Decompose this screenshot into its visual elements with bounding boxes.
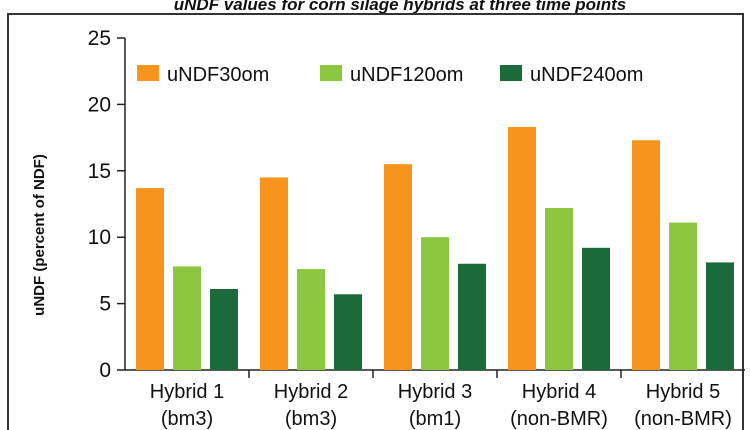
chart-frame bbox=[7, 13, 744, 430]
legend-label: uNDF240om bbox=[530, 64, 643, 86]
x-tick-label: (bm1) bbox=[409, 408, 461, 430]
y-axis-label: uNDF (percent of NDF) bbox=[31, 154, 48, 316]
bar bbox=[632, 140, 660, 370]
legend-swatch bbox=[500, 65, 522, 81]
legend-swatch bbox=[320, 65, 342, 81]
bar bbox=[384, 164, 412, 370]
chart-title: uNDF values for corn silage hybrids at t… bbox=[174, 0, 626, 14]
bar bbox=[706, 262, 734, 370]
y-tick-label: 20 bbox=[88, 93, 111, 116]
x-tick-label: (non-BMR) bbox=[510, 408, 608, 430]
y-tick-label: 15 bbox=[88, 160, 111, 183]
x-tick-label: Hybrid 1 bbox=[150, 381, 224, 403]
bar bbox=[508, 126, 536, 370]
legend-label: uNDF30om bbox=[167, 64, 269, 86]
x-tick-label: Hybrid 5 bbox=[646, 381, 720, 403]
y-tick-label: 10 bbox=[88, 226, 111, 249]
bar bbox=[669, 222, 697, 370]
bar bbox=[582, 247, 610, 370]
y-tick-label: 25 bbox=[88, 27, 111, 50]
x-tick-label: Hybrid 4 bbox=[522, 381, 596, 403]
x-tick-label: (bm3) bbox=[285, 408, 337, 430]
y-tick-label: 0 bbox=[99, 359, 111, 382]
bar bbox=[173, 266, 201, 370]
x-tick-label: (bm3) bbox=[161, 408, 213, 430]
legend-label: uNDF120om bbox=[350, 64, 463, 86]
bar bbox=[458, 263, 486, 370]
bar bbox=[260, 177, 288, 370]
bar bbox=[545, 207, 573, 370]
bar bbox=[334, 294, 362, 370]
plot-area: 0 5 10 15 20 25 Hybrid 1 (bm3) Hybrid 2 (bm3) Hybr… bbox=[7, 13, 745, 430]
bar bbox=[210, 288, 238, 370]
legend-swatch bbox=[137, 65, 159, 81]
bar bbox=[136, 188, 164, 370]
x-tick-label: Hybrid 2 bbox=[274, 381, 348, 403]
y-tick-label: 5 bbox=[99, 293, 111, 316]
bar bbox=[421, 237, 449, 370]
x-tick-label: (non-BMR) bbox=[634, 408, 732, 430]
bar bbox=[297, 269, 325, 370]
x-tick-label: Hybrid 3 bbox=[398, 381, 472, 403]
